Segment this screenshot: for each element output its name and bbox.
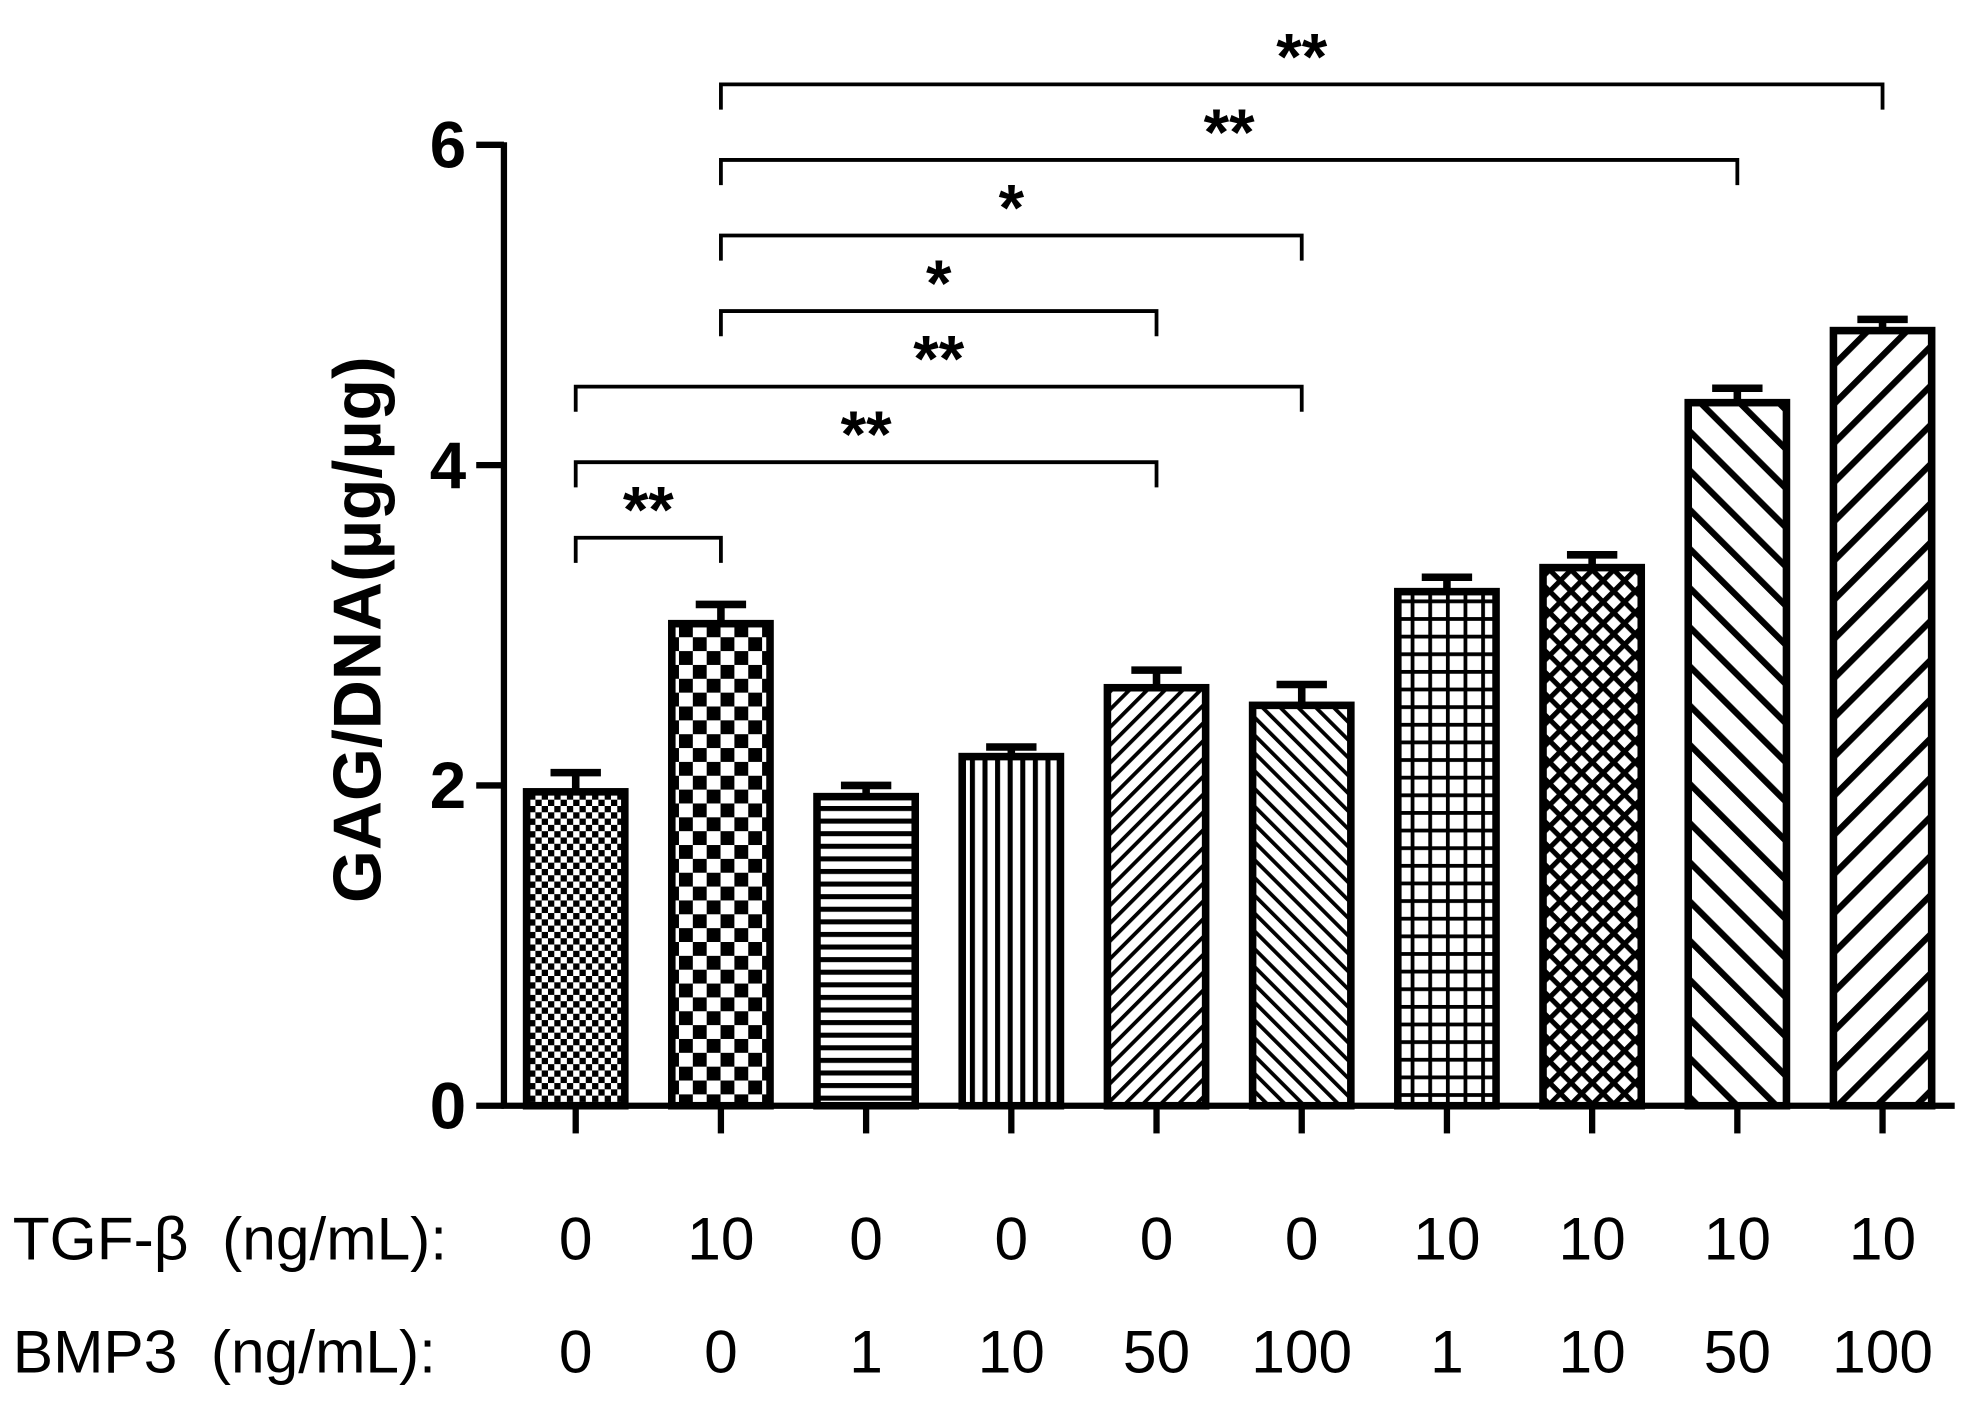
significance-bracket xyxy=(573,384,1304,412)
significance-bracket xyxy=(573,460,1159,488)
row-value: 0 xyxy=(1140,1204,1174,1272)
row-value: 10 xyxy=(687,1204,754,1272)
bar-pattern xyxy=(813,792,920,1110)
significance-bracket xyxy=(719,158,1740,186)
significance-label: ** xyxy=(841,398,892,471)
y-axis-title: GAG/DNA(µg/µg) xyxy=(320,356,396,903)
significance-label: ** xyxy=(623,474,674,547)
significance-label: ** xyxy=(1204,96,1255,169)
bar-pattern xyxy=(1103,683,1210,1110)
row-value: 0 xyxy=(559,1318,593,1386)
row-label: BMP3 (ng/mL): xyxy=(13,1318,436,1386)
significance-bracket xyxy=(719,309,1159,337)
y-tick-label: 2 xyxy=(430,749,466,822)
bar-pattern xyxy=(668,619,774,1110)
row-value: 0 xyxy=(995,1204,1029,1272)
bar-pattern xyxy=(1394,587,1500,1110)
row-label: TGF-β (ng/mL): xyxy=(13,1204,447,1272)
bar-pattern xyxy=(1248,701,1355,1110)
bar-pattern xyxy=(958,752,1065,1110)
y-tick-label: 6 xyxy=(430,108,466,181)
row-value: 0 xyxy=(704,1318,738,1386)
significance-label: * xyxy=(926,247,952,320)
bar-pattern xyxy=(1829,326,1936,1110)
significance-label: ** xyxy=(913,323,964,396)
row-value: 100 xyxy=(1832,1318,1933,1386)
bar-pattern xyxy=(1684,398,1791,1110)
row-value: 10 xyxy=(1559,1204,1626,1272)
row-value: 10 xyxy=(1849,1204,1916,1272)
y-tick-label: 4 xyxy=(430,429,467,502)
row-value: 10 xyxy=(978,1318,1045,1386)
significance-bracket xyxy=(573,535,723,563)
row-value: 0 xyxy=(559,1204,593,1272)
significance-bracket xyxy=(719,82,1885,110)
row-value: 100 xyxy=(1251,1318,1352,1386)
significance-label: * xyxy=(999,171,1025,244)
significance-label: ** xyxy=(1276,20,1327,93)
row-value: 1 xyxy=(849,1318,883,1386)
bar-pattern xyxy=(522,788,629,1110)
row-value: 50 xyxy=(1123,1318,1190,1386)
significance-bracket xyxy=(719,233,1304,261)
row-value: 0 xyxy=(1285,1204,1319,1272)
row-value: 10 xyxy=(1413,1204,1480,1272)
row-value: 0 xyxy=(849,1204,883,1272)
bar-pattern xyxy=(1539,563,1646,1110)
row-value: 1 xyxy=(1430,1318,1464,1386)
row-value: 10 xyxy=(1704,1204,1771,1272)
y-tick-label: 0 xyxy=(430,1069,466,1142)
row-value: 10 xyxy=(1559,1318,1626,1386)
row-value: 50 xyxy=(1704,1318,1771,1386)
